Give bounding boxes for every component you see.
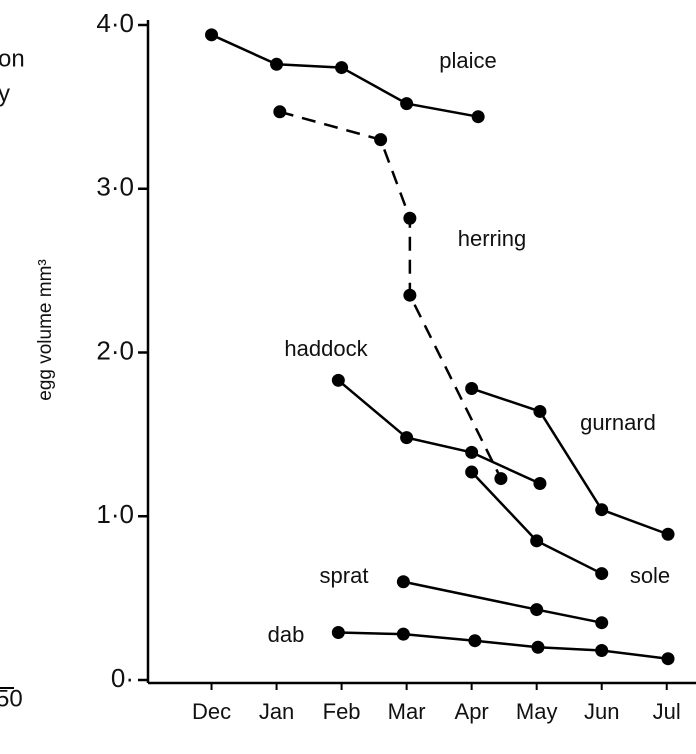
series-line xyxy=(471,387,669,536)
data-point xyxy=(468,634,482,648)
data-point xyxy=(595,567,609,581)
x-tick-label: May xyxy=(516,699,558,724)
y-axis-label: egg volume mm³ xyxy=(35,259,56,401)
data-point xyxy=(400,97,414,111)
data-point xyxy=(471,110,485,124)
y-tick-label: 0· xyxy=(111,663,134,693)
data-point xyxy=(396,575,410,589)
series-label: sprat xyxy=(320,563,369,588)
data-point xyxy=(530,534,544,548)
series-line xyxy=(403,580,602,624)
series-label: plaice xyxy=(439,48,496,73)
y-tick-label: 2·0 xyxy=(96,335,134,365)
data-point xyxy=(530,603,544,617)
data-point xyxy=(374,133,388,147)
data-point xyxy=(403,211,417,225)
x-tick-label: Apr xyxy=(455,699,489,724)
data-point xyxy=(270,57,284,71)
data-point xyxy=(595,503,609,517)
series-label: haddock xyxy=(284,336,368,361)
x-tick-label: Mar xyxy=(388,699,426,724)
data-point xyxy=(465,382,479,396)
x-tick-label: Feb xyxy=(323,699,361,724)
data-point xyxy=(494,472,508,486)
series-label: herring xyxy=(458,226,526,251)
data-point xyxy=(533,404,547,418)
annotation: 50 xyxy=(0,685,23,712)
data-point xyxy=(205,28,219,42)
data-point xyxy=(335,61,349,75)
series-line xyxy=(211,33,479,118)
data-point xyxy=(595,644,609,658)
data-point xyxy=(465,465,479,479)
x-tick-label: Jul xyxy=(653,699,681,724)
data-point xyxy=(533,477,547,490)
series-label: sole xyxy=(630,563,670,588)
data-point xyxy=(465,445,479,459)
series-label: gurnard xyxy=(580,410,656,435)
data-point xyxy=(331,373,345,387)
data-point xyxy=(595,616,609,630)
series-label: dab xyxy=(268,622,305,647)
data-point xyxy=(273,105,287,119)
x-tick-label: Jun xyxy=(584,699,619,724)
data-point xyxy=(331,626,345,640)
series-line xyxy=(338,631,669,660)
x-tick-label: Jan xyxy=(259,699,294,724)
data-point xyxy=(661,527,675,541)
series-line xyxy=(337,379,541,485)
data-point xyxy=(531,640,545,654)
data-point xyxy=(403,288,417,302)
y-tick-label: 1·0 xyxy=(96,499,134,529)
data-point xyxy=(400,431,414,445)
x-tick-label: Dec xyxy=(192,699,231,724)
annotation: on xyxy=(0,45,25,72)
annotation: y xyxy=(0,80,10,107)
y-tick-label: 3·0 xyxy=(96,172,134,202)
y-tick-label: 4·0 xyxy=(96,8,134,38)
data-point xyxy=(396,627,410,641)
data-point xyxy=(661,652,675,666)
